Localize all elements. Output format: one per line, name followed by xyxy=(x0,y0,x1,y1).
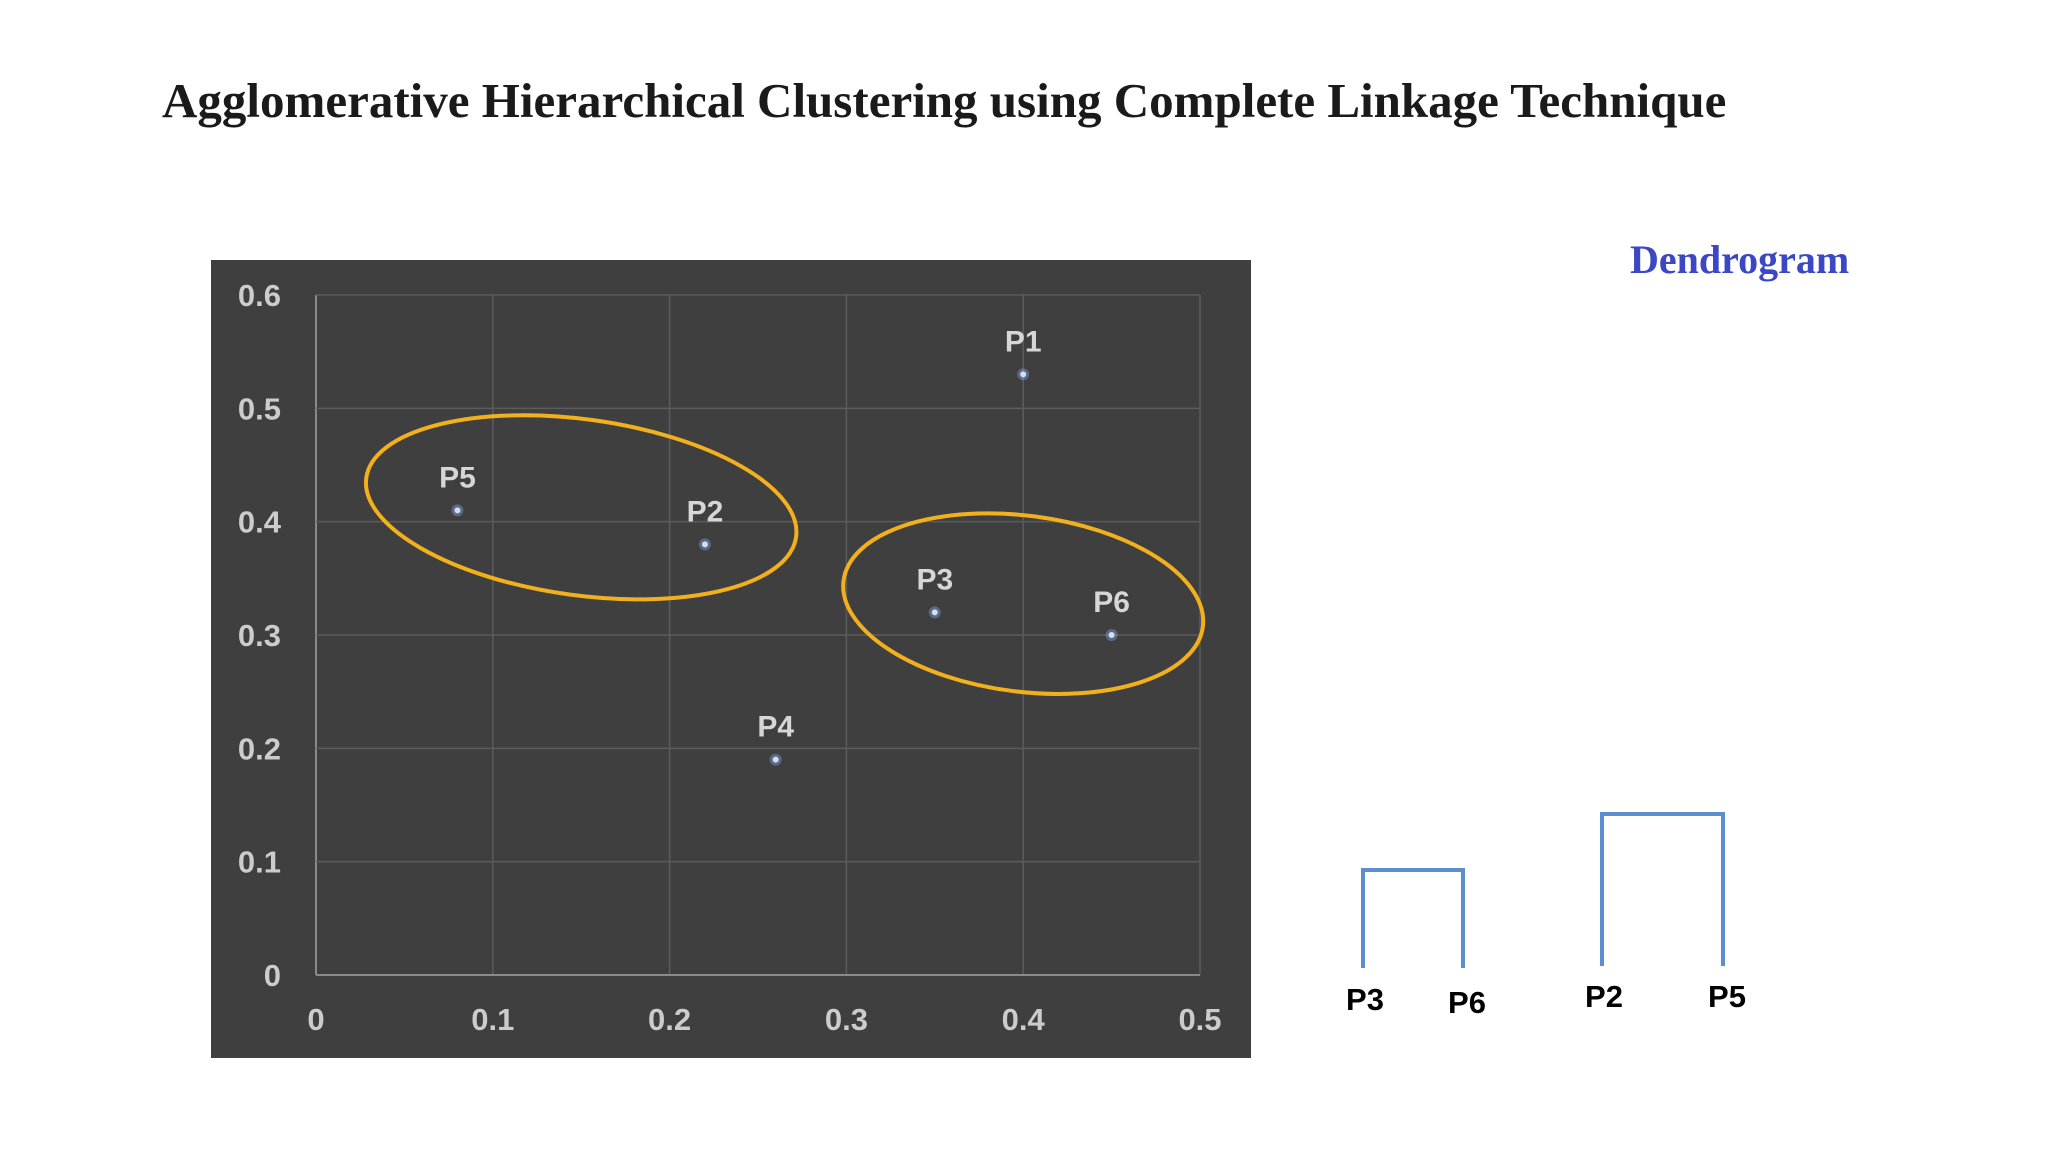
dendrogram: P3 P6 P2 P5 xyxy=(1346,812,1746,1020)
dendrogram-leaf-p6: P6 xyxy=(1448,985,1486,1020)
dendrogram-leaf-p5: P5 xyxy=(1708,979,1746,1014)
point-label-p1: P1 xyxy=(1005,325,1042,358)
y-tick-label: 0.5 xyxy=(238,391,281,426)
x-tick-label: 0.1 xyxy=(471,1002,514,1037)
cluster-ellipses xyxy=(363,413,1206,696)
slide-title: Agglomerative Hierarchical Clustering us… xyxy=(162,73,1727,128)
dendrogram-title: Dendrogram xyxy=(1630,237,1850,282)
y-tick-label: 0.4 xyxy=(238,505,282,540)
point-label-p6: P6 xyxy=(1093,586,1130,619)
tick-labels: 0 0.1 0.2 0.3 0.4 0.5 0 0.1 0.2 0.3 0.4 0.5 0.6 xyxy=(238,278,1222,1037)
dendrogram-link-2 xyxy=(1600,812,1725,966)
x-tick-label: 0 xyxy=(307,1002,324,1037)
point-label-p3: P3 xyxy=(916,563,953,596)
dendrogram-leaf-p3: P3 xyxy=(1346,982,1384,1017)
point-p2 xyxy=(701,541,708,548)
y-tick-label: 0 xyxy=(264,958,281,993)
point-label-p2: P2 xyxy=(687,495,724,528)
point-p4 xyxy=(772,756,779,763)
y-tick-label: 0.3 xyxy=(238,618,281,653)
y-tick-label: 0.2 xyxy=(238,731,281,766)
y-tick-label: 0.6 xyxy=(238,278,281,313)
x-tick-label: 0.4 xyxy=(1002,1002,1046,1037)
x-tick-label: 0.5 xyxy=(1178,1002,1221,1037)
point-p5 xyxy=(454,507,461,514)
point-p6 xyxy=(1108,632,1115,638)
point-p3 xyxy=(931,609,938,616)
scatter-chart: 0 0.1 0.2 0.3 0.4 0.5 0 0.1 0.2 0.3 0.4 0.5 0.6 P1 P2… xyxy=(211,260,1251,1058)
chart-background xyxy=(211,260,1251,1058)
point-label-p5: P5 xyxy=(439,461,476,494)
x-tick-label: 0.2 xyxy=(648,1002,691,1037)
y-tick-label: 0.1 xyxy=(238,845,281,880)
dendrogram-link-1 xyxy=(1361,868,1465,968)
cluster-ellipse-2 xyxy=(841,511,1206,696)
dendrogram-leaf-p2: P2 xyxy=(1585,979,1623,1014)
x-tick-label: 0.3 xyxy=(825,1002,868,1037)
cluster-ellipse-1 xyxy=(363,413,799,602)
point-label-p4: P4 xyxy=(757,711,794,744)
data-points: P1 P2 P3 P4 P5 P6 xyxy=(439,325,1130,766)
point-p1 xyxy=(1020,371,1027,378)
